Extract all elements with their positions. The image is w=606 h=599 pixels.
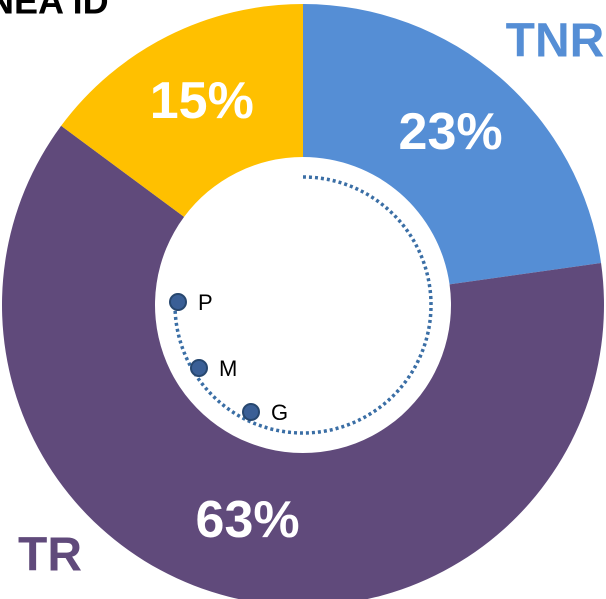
marker-dot (242, 403, 260, 421)
slice (61, 3, 303, 217)
annotation: G (271, 400, 288, 425)
slice (303, 4, 602, 285)
marker-dot (169, 293, 187, 311)
value-label: 63% (196, 491, 300, 549)
annotation: M (219, 356, 237, 381)
category-label: TNR (506, 15, 605, 68)
category-label: TR (18, 529, 82, 582)
dotted-arc (173, 175, 433, 435)
chart-title: NEA ID (0, 0, 109, 22)
value-label: 23% (399, 103, 503, 161)
annotation: P (198, 290, 213, 315)
marker-dot (190, 359, 208, 377)
slice (2, 125, 604, 599)
value-label: 15% (150, 72, 254, 130)
